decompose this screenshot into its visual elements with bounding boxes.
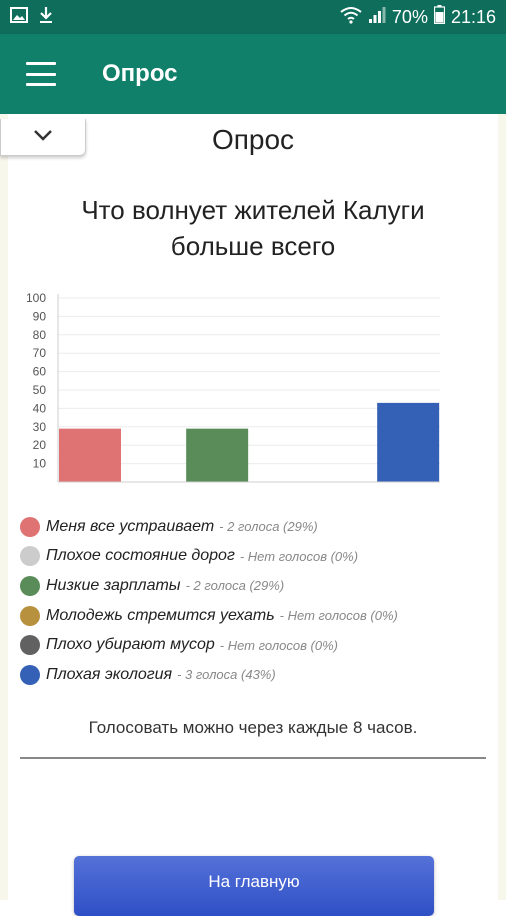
- legend-votes: - Нет голосов (0%): [239, 548, 359, 564]
- legend-item: Низкие зарплаты - 2 голоса (29%): [20, 571, 490, 601]
- poll-results-chart: 10 20 30 40 50 60 70 80 90 100: [26, 291, 440, 483]
- y-tick-label: 30: [33, 420, 47, 434]
- image-icon: [10, 6, 28, 28]
- poll-question: Что волнует жителей Калуги больше всего: [81, 195, 425, 261]
- legend-swatch: [20, 546, 40, 567]
- legend-item: Плохая экология - 3 голоса (43%): [20, 660, 490, 690]
- legend-item: Плохо убирают мусор - Нет голосов (0%): [20, 630, 490, 660]
- y-tick-label: 50: [33, 383, 47, 397]
- legend-label: Меня все устраивает: [46, 517, 215, 535]
- collapse-toggle[interactable]: [0, 119, 86, 156]
- legend-votes: - 3 голоса (43%): [177, 667, 276, 683]
- legend-swatch: [20, 516, 40, 537]
- chevron-down-icon: [33, 128, 53, 146]
- chart-grid: [58, 297, 440, 465]
- y-tick-label: 100: [26, 291, 46, 305]
- legend-votes: - Нет голосов (0%): [279, 608, 398, 624]
- wifi-icon: [340, 6, 362, 29]
- poll-heading: Опрос: [211, 124, 295, 155]
- signal-icon: [368, 6, 386, 29]
- chart-y-ticks: 10 20 30 40 50 60 70 80 90 100: [26, 291, 46, 471]
- legend-swatch: [20, 575, 40, 596]
- app-title: Опрос: [102, 60, 178, 87]
- legend-label: Плохая экология: [46, 665, 173, 683]
- chart-axes: [57, 294, 440, 483]
- y-tick-label: 40: [33, 401, 47, 415]
- app-bar: Опрос: [0, 34, 506, 114]
- y-tick-label: 20: [33, 438, 47, 452]
- y-tick-label: 70: [33, 346, 47, 360]
- legend-item: Плохое состояние дорог - Нет голосов (0%): [20, 542, 490, 572]
- divider: [20, 757, 486, 759]
- legend-swatch: [20, 635, 40, 656]
- legend-item: Меня все устраивает - 2 голоса (29%): [20, 512, 490, 542]
- legend-label: Плохое состояние дорог: [46, 547, 235, 565]
- legend-swatch: [20, 605, 40, 626]
- legend-votes: - Нет голосов (0%): [219, 637, 338, 653]
- status-bar: 70% 21:16: [0, 0, 506, 34]
- home-button[interactable]: На главную: [74, 856, 434, 916]
- poll-legend: Меня все устраивает - 2 голоса (29%) Плохо…: [20, 512, 490, 690]
- y-tick-label: 10: [33, 457, 47, 471]
- legend-item: Молодежь стремится уехать - Нет голосов (…: [20, 601, 490, 631]
- y-tick-label: 90: [33, 309, 47, 323]
- legend-label: Плохо убирают мусор: [46, 636, 215, 654]
- chart-bar: [59, 428, 121, 482]
- poll-card: [8, 114, 498, 900]
- legend-label: Низкие зарплаты: [46, 576, 181, 594]
- battery-icon: [433, 5, 446, 29]
- chart-bar: [377, 402, 440, 482]
- clock: 21:16: [450, 6, 496, 27]
- y-tick-label: 60: [33, 365, 47, 379]
- vote-frequency-note: Голосовать можно через каждые 8 часов.: [88, 718, 418, 737]
- download-icon: [38, 6, 54, 29]
- legend-votes: - 2 голоса (29%): [219, 519, 318, 535]
- battery-level: 70%: [391, 6, 428, 27]
- legend-swatch: [20, 664, 40, 685]
- chart-bar: [186, 428, 249, 482]
- y-tick-label: 80: [33, 328, 47, 342]
- chart-bars: [59, 402, 440, 482]
- legend-votes: - 2 голоса (29%): [185, 578, 285, 594]
- legend-label: Молодежь стремится уехать: [46, 606, 275, 624]
- menu-icon[interactable]: [26, 62, 56, 86]
